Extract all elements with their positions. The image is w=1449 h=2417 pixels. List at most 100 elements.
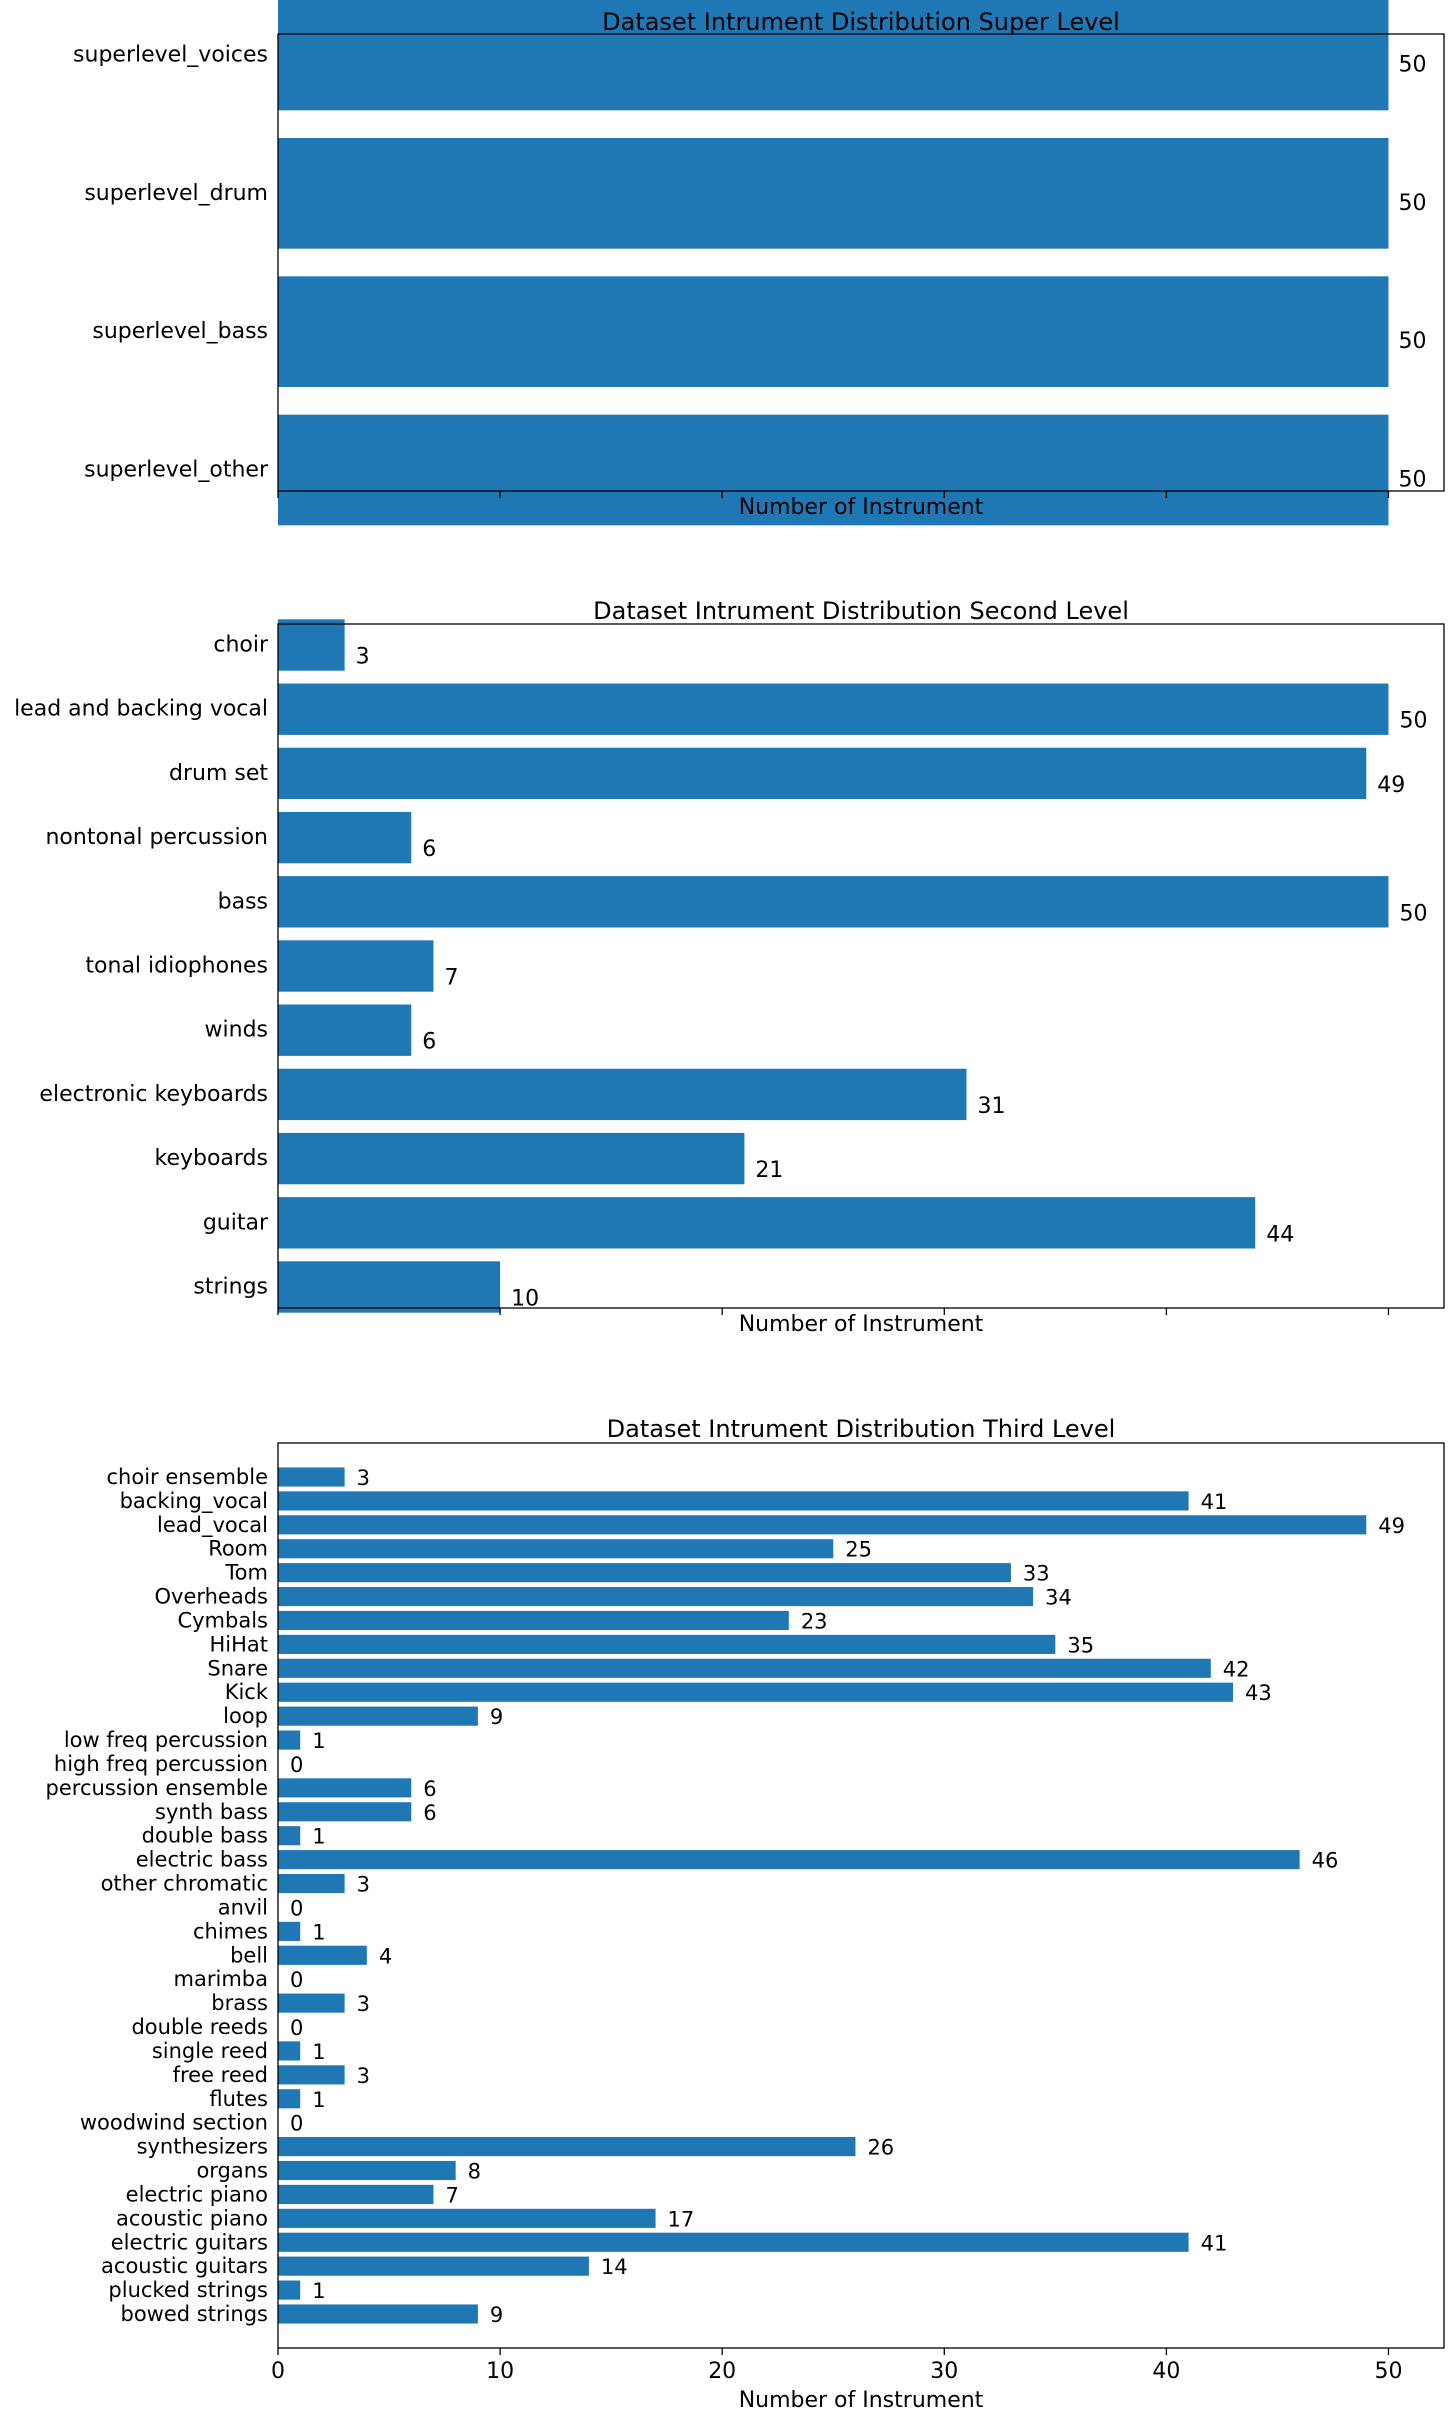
category-label: acoustic piano (116, 2206, 268, 2230)
value-label: 33 (1023, 1562, 1050, 1586)
category-label: acoustic guitars (101, 2254, 268, 2278)
value-label: 50 (1398, 53, 1426, 78)
category-label: Cymbals (177, 1608, 268, 1632)
category-label: single reed (152, 2039, 268, 2063)
value-label: 3 (357, 1466, 370, 1490)
category-label: percussion ensemble (46, 1776, 268, 1800)
chart-title: Dataset Intrument Distribution Third Lev… (607, 1415, 1116, 1443)
x-tick-label: 0 (271, 2359, 285, 2384)
chart-title: Dataset Intrument Distribution Second Le… (593, 597, 1129, 625)
bar (278, 2256, 589, 2276)
category-label: loop (223, 1704, 268, 1728)
value-label: 7 (445, 2183, 458, 2207)
category-label: Tom (224, 1561, 268, 1585)
bar (278, 2065, 345, 2085)
category-label: flutes (209, 2087, 268, 2111)
bar (278, 2160, 456, 2181)
value-label: 6 (423, 1777, 436, 1801)
bar (278, 1802, 412, 1822)
bar (278, 2184, 434, 2204)
value-label: 6 (423, 1801, 436, 1825)
category-label: backing_vocal (120, 1489, 268, 1514)
value-label: 23 (801, 1609, 828, 1633)
value-label: 49 (1378, 1514, 1405, 1538)
x-axis-label: Number of Instrument (739, 1312, 984, 1337)
bar (278, 1826, 301, 1846)
category-label: double bass (142, 1824, 268, 1848)
category-label: electric piano (126, 2182, 268, 2206)
x-tick-label: 20 (708, 2359, 736, 2384)
plot-frame (277, 623, 1445, 1309)
bar (278, 1491, 1189, 1511)
category-label: organs (196, 2159, 268, 2183)
bar (278, 2280, 301, 2300)
value-label: 1 (312, 2279, 325, 2303)
bar (278, 619, 345, 671)
value-label: 21 (755, 1158, 783, 1183)
value-label: 50 (1398, 468, 1426, 493)
value-label: 10 (511, 1287, 539, 1312)
value-label: 50 (1398, 329, 1426, 354)
category-label: superlevel_bass (92, 319, 268, 344)
value-label: 1 (312, 1920, 325, 1944)
bar (278, 1873, 345, 1894)
value-label: 34 (1045, 1586, 1072, 1610)
value-label: 50 (1399, 709, 1427, 734)
x-tick-label: 10 (486, 2359, 514, 2384)
value-label: 0 (290, 2016, 303, 2040)
category-label: brass (211, 1991, 268, 2015)
value-label: 9 (490, 1705, 503, 1729)
x-axis-label: Number of Instrument (739, 2388, 984, 2413)
bar (278, 940, 434, 992)
bar (278, 1658, 1211, 1678)
bar (278, 2232, 1189, 2252)
category-label: anvil (218, 1895, 268, 1919)
value-label: 0 (290, 1896, 303, 1920)
category-label: strings (193, 1275, 268, 1300)
category-label: marimba (174, 1967, 268, 1991)
value-label: 43 (1245, 1681, 1272, 1705)
bar (278, 1132, 745, 1185)
category-label: other chromatic (101, 1872, 268, 1896)
value-label: 3 (357, 1873, 370, 1897)
value-label: 26 (867, 2136, 894, 2160)
value-label: 44 (1266, 1222, 1294, 1247)
category-label: bass (218, 889, 268, 914)
category-label: nontonal percussion (45, 825, 268, 850)
bar (278, 1004, 412, 1056)
category-label: synthesizers (137, 2135, 268, 2159)
x-tick-label: 30 (930, 2359, 958, 2384)
category-label: electronic keyboards (39, 1082, 268, 1107)
category-label: electric guitars (111, 2230, 268, 2254)
category-label: Kick (225, 1680, 269, 1704)
value-label: 1 (312, 1825, 325, 1849)
bar (278, 1261, 501, 1313)
category-label: superlevel_voices (73, 43, 268, 68)
value-label: 6 (422, 1030, 436, 1055)
value-label: 42 (1223, 1657, 1250, 1681)
bar (278, 1921, 301, 1941)
bar (278, 1197, 1256, 1249)
category-label: lead and backing vocal (14, 697, 268, 722)
category-label: woodwind section (80, 2111, 268, 2135)
value-label: 1 (312, 2040, 325, 2064)
category-label: plucked strings (108, 2278, 268, 2302)
value-label: 3 (356, 645, 370, 670)
bar (278, 1850, 1300, 1870)
category-label: synth bass (155, 1800, 268, 1824)
value-label: 0 (290, 1968, 303, 1992)
bar (278, 1467, 345, 1487)
category-label: chimes (193, 1919, 268, 1943)
bar (278, 1778, 412, 1798)
bar (278, 1945, 367, 1965)
bar (278, 2041, 301, 2061)
bar (278, 0, 1389, 111)
bar (278, 2304, 478, 2324)
value-label: 7 (444, 966, 458, 991)
category-label: free reed (173, 2063, 268, 2087)
category-label: double reeds (131, 2015, 268, 2039)
value-label: 50 (1399, 901, 1427, 926)
category-label: winds (205, 1018, 268, 1043)
